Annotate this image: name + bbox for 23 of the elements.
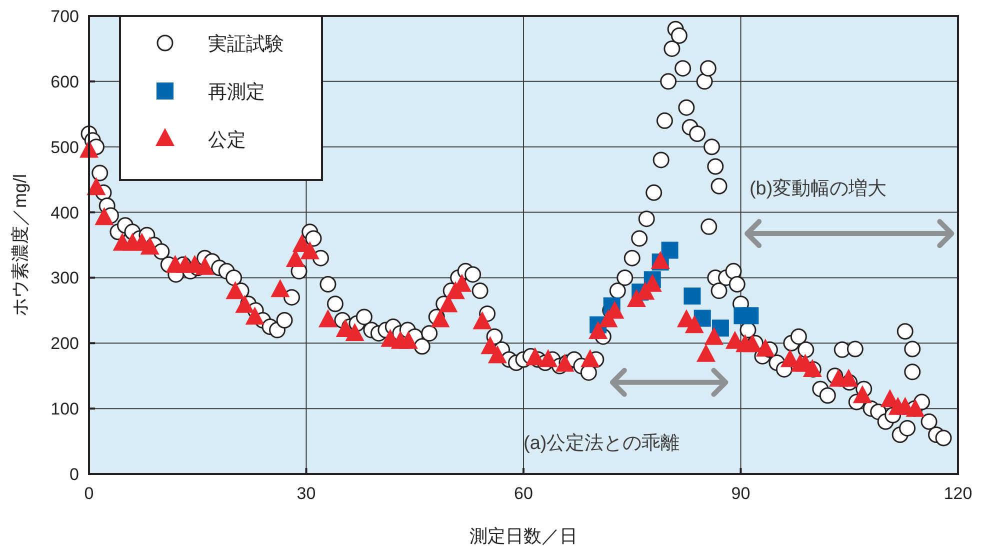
y-tick-label: 200 [50,334,79,354]
legend-label: 実証試験 [208,33,284,55]
legend-label: 再測定 [208,81,265,103]
x-tick-label: 60 [514,484,533,503]
y-tick-label: 400 [50,203,79,222]
point [742,307,759,324]
annotation: (a)公定法との乖離 [524,432,680,454]
annotation: (b)変動幅の増大 [749,178,887,200]
point [661,242,678,259]
x-axis-title: 測定日数／日 [470,526,578,546]
y-tick-label: 700 [50,7,79,26]
x-tick-label: 90 [731,484,750,503]
legend-label: 公定 [208,129,246,151]
x-tick-label: 30 [296,484,316,503]
y-tick-label: 500 [50,138,79,157]
y-tick-label: 100 [50,400,79,419]
y-tick-label: 0 [70,465,79,484]
y-tick-label: 300 [50,268,79,288]
point [684,288,701,305]
y-tick-label: 600 [50,72,79,92]
y-axis-title: ホウ素濃度／mg/l [10,174,30,316]
x-tick-label: 120 [944,484,972,503]
x-tick-label: 0 [84,484,94,503]
